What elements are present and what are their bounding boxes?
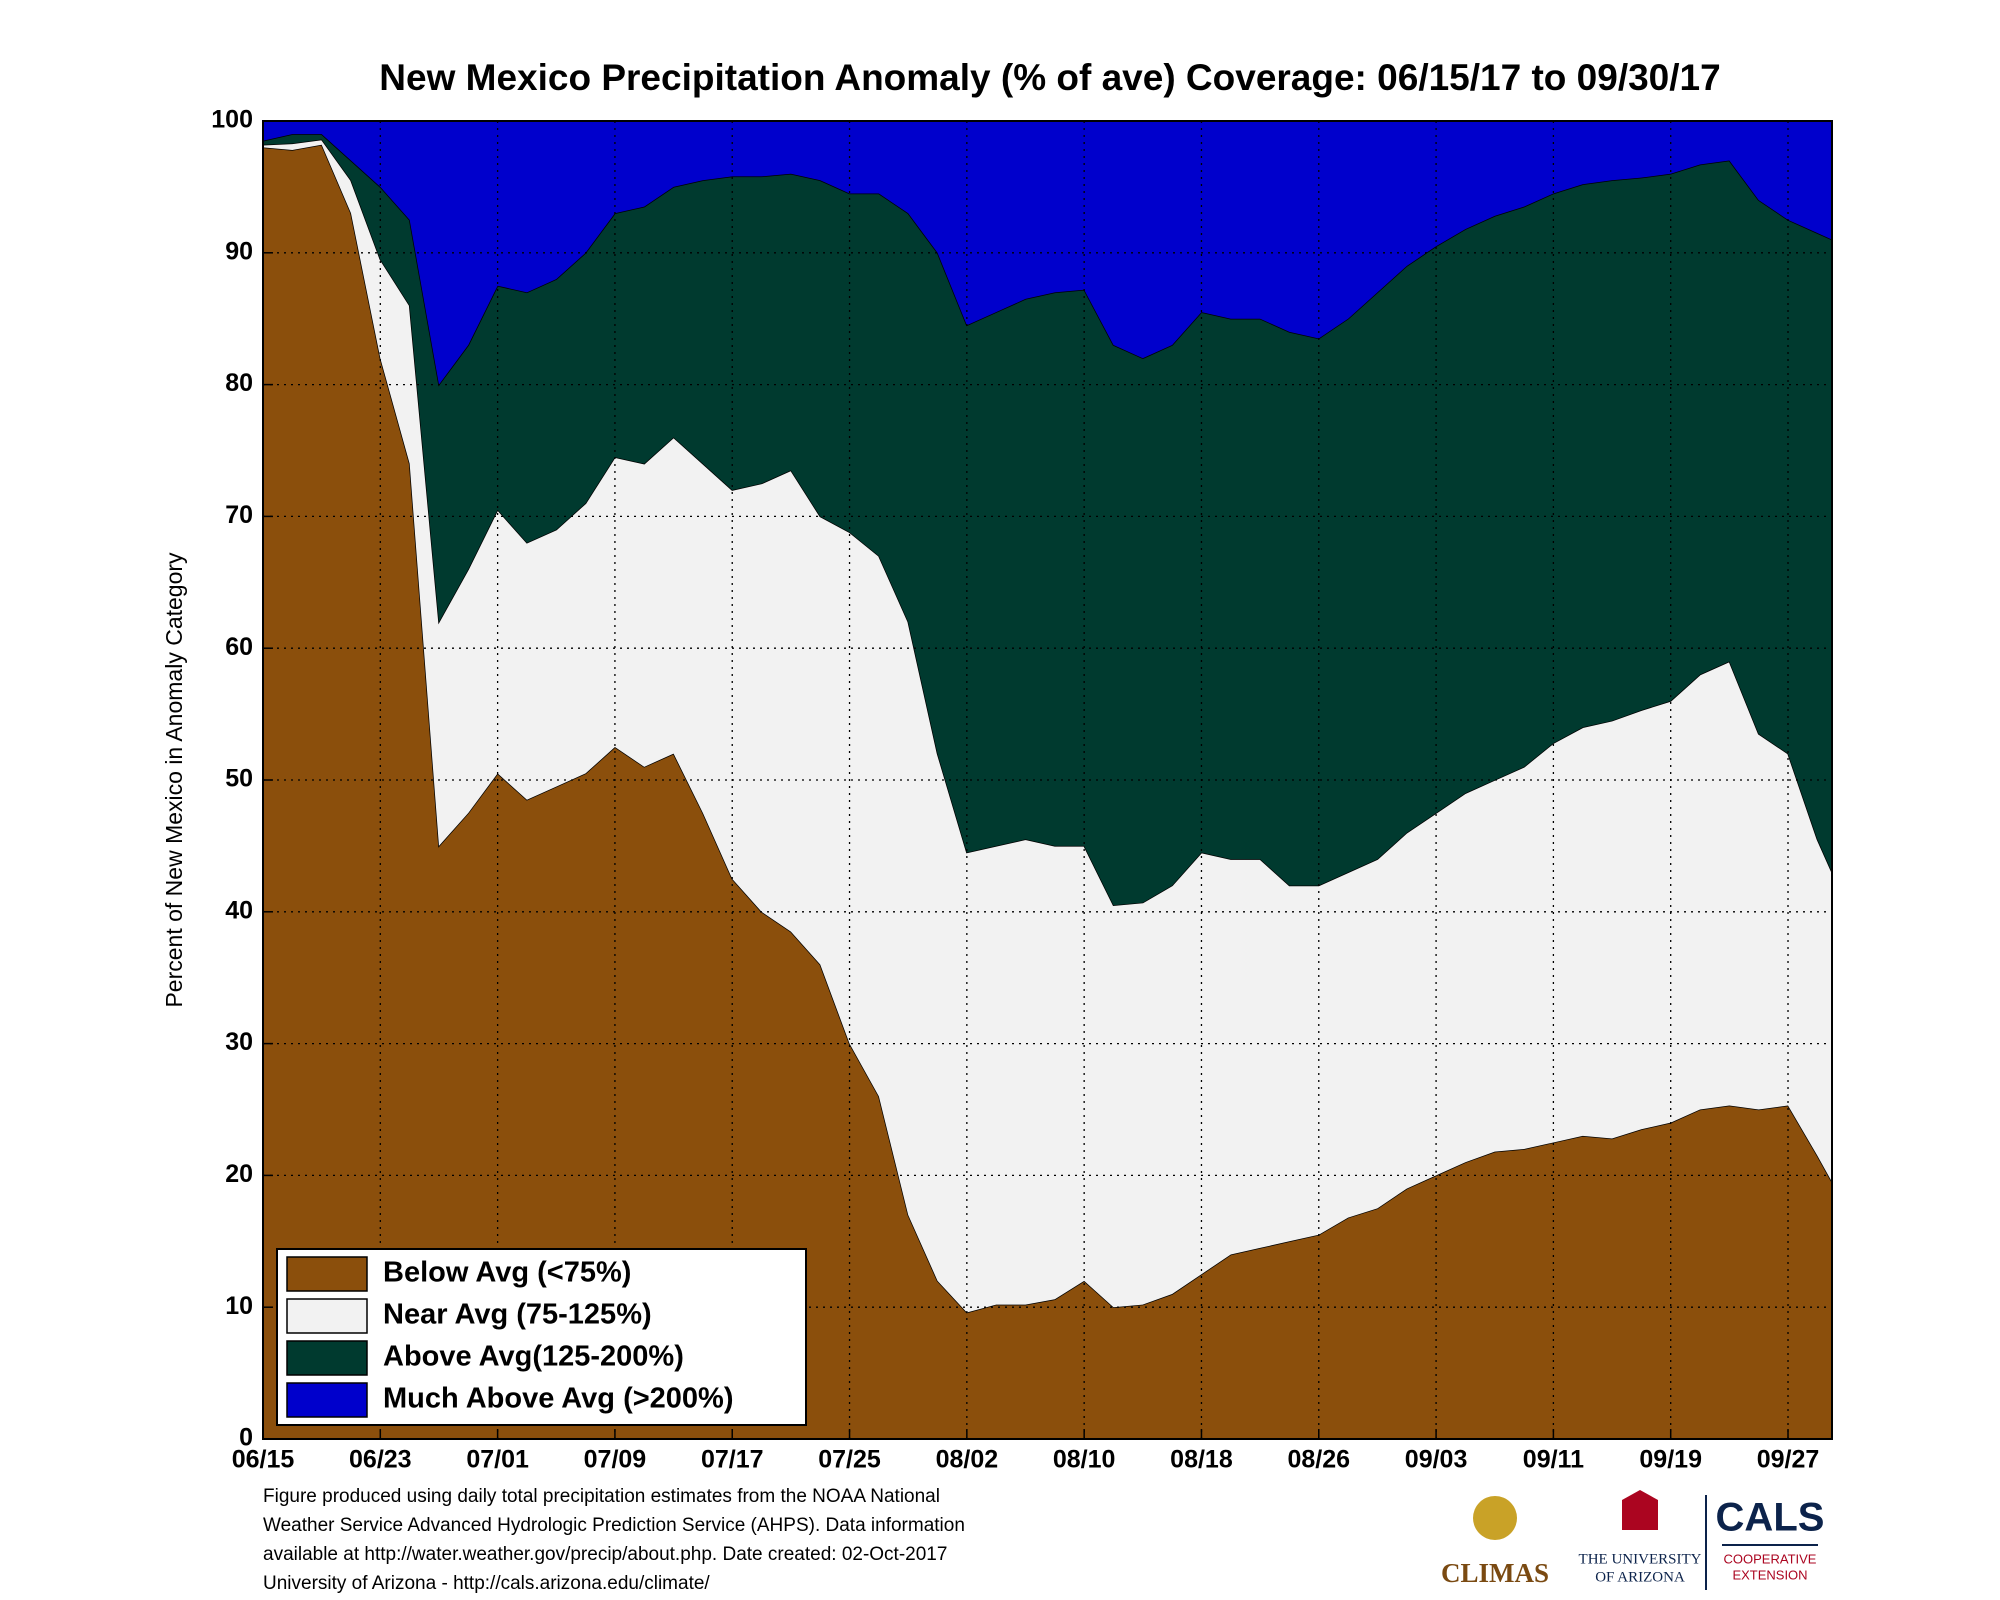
logo-text: CALS: [1716, 1496, 1825, 1540]
legend-label: Below Avg (<75%): [383, 1257, 631, 1289]
chart-title: New Mexico Precipitation Anomaly (% of a…: [379, 57, 1720, 98]
x-tick-label: 09/19: [1639, 1446, 1702, 1474]
area: [263, 144, 1832, 1439]
area: [263, 139, 1832, 1313]
x-tick-label: 07/17: [701, 1446, 764, 1474]
footnote: available at http://water.weather.gov/pr…: [263, 1544, 947, 1565]
y-tick-label: 0: [239, 1424, 253, 1452]
climas-logo: [1473, 1496, 1517, 1540]
logos: CLIMAS THE UNIVERSITY OF ARIZONA CALS CO…: [1441, 1490, 1824, 1590]
logo-text: CLIMAS: [1441, 1558, 1549, 1588]
ua-logo: [1622, 1490, 1658, 1530]
logo-text: THE UNIVERSITY: [1579, 1551, 1702, 1567]
x-tick-label: 07/25: [818, 1446, 881, 1474]
legend-label: Much Above Avg (>200%): [383, 1383, 734, 1415]
legend-swatch: [286, 1298, 368, 1334]
x-tick-label: 09/03: [1405, 1446, 1468, 1474]
logo-text: EXTENSION: [1732, 1567, 1807, 1582]
y-tick-label: 90: [225, 237, 253, 265]
legend-label: Near Avg (75-125%): [383, 1299, 652, 1331]
y-tick-label: 50: [225, 765, 253, 793]
x-tick-label: 08/10: [1053, 1446, 1116, 1474]
plot-frame: [262, 120, 1833, 1440]
y-tick-label: 80: [225, 369, 253, 397]
legend-swatch: [286, 1382, 368, 1418]
footnote: Weather Service Advanced Hydrologic Pred…: [263, 1515, 965, 1536]
y-tick-label: 60: [225, 633, 253, 661]
y-axis-label: Percent of New Mexico in Anomaly Categor…: [161, 552, 187, 1008]
y-tick-label: 30: [225, 1028, 253, 1056]
x-tick-label: 07/09: [584, 1446, 647, 1474]
footnote: University of Arizona - http://cals.ariz…: [263, 1573, 710, 1594]
y-tick-label: 40: [225, 896, 253, 924]
y-tick-label: 100: [211, 106, 253, 134]
legend-label: Above Avg(125-200%): [383, 1341, 684, 1373]
legend-swatch: [286, 1340, 368, 1376]
x-tick-label: 06/15: [232, 1446, 295, 1474]
footnote: Figure produced using daily total precip…: [263, 1486, 940, 1507]
x-tick-label: 08/26: [1287, 1446, 1350, 1474]
y-tick-label: 70: [225, 501, 253, 529]
x-tick-label: 06/23: [349, 1446, 412, 1474]
y-tick-label: 10: [225, 1292, 253, 1320]
legend-swatch: [286, 1256, 368, 1292]
x-tick-label: 09/27: [1757, 1446, 1820, 1474]
logo-text: OF ARIZONA: [1595, 1569, 1685, 1585]
x-tick-label: 09/11: [1523, 1446, 1584, 1474]
area: [263, 134, 1832, 906]
logo-text: COOPERATIVE: [1724, 1551, 1817, 1566]
x-tick-label: 08/02: [936, 1446, 999, 1474]
x-tick-label: 07/01: [466, 1446, 529, 1474]
x-tick-label: 08/18: [1170, 1446, 1233, 1474]
y-tick-label: 20: [225, 1160, 253, 1188]
